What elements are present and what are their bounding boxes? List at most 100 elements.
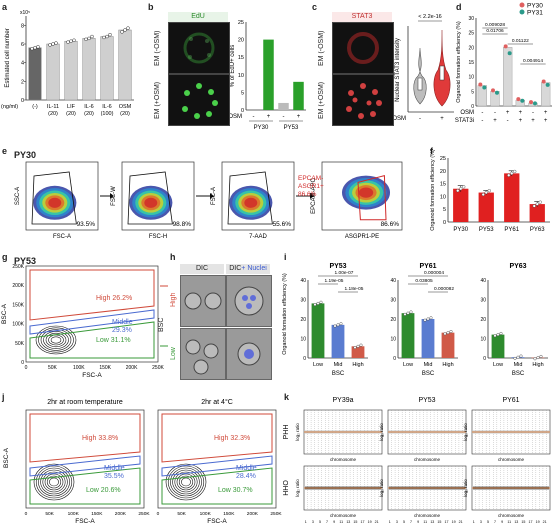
data-point: [519, 354, 523, 358]
y-tick-label: 20: [238, 38, 244, 44]
bar: [541, 82, 551, 107]
chart-title: PY61: [419, 263, 436, 270]
panel-k-cnv: PY39a PY53 PY61 PHH HHO log₂ ratio chromosome l…: [283, 397, 551, 524]
y-axis-label: Nuclear STAT3 intensity: [395, 38, 401, 102]
x-axis-label: BSC: [512, 371, 525, 377]
panel-d-label: d: [456, 2, 462, 12]
contour-line: [35, 465, 73, 499]
y-tick-label: 10: [238, 73, 244, 79]
y-axis-label: log₂ ratio: [379, 479, 384, 497]
y-tick-label: 10: [468, 75, 474, 81]
panel-g-label: g: [2, 252, 8, 262]
edu-image-minus-osm: [168, 22, 230, 74]
y-tick-label: 8: [21, 23, 24, 29]
x-tick-label: 200K: [126, 365, 138, 371]
pvalue-label: 0.004914: [523, 58, 543, 64]
x-axis-label: FSC-A: [75, 518, 95, 525]
x-tick-sublabel: (20): [120, 111, 130, 117]
gate-label-high: High 26.2%: [96, 295, 132, 302]
flow-plot-frame: [25, 409, 145, 509]
chromosome-tick: 3: [312, 520, 314, 524]
y-tick-label: 6: [21, 42, 24, 48]
gate-label-high: High 32.3%: [214, 435, 250, 442]
pvalue-label: 1.00e-07: [335, 270, 354, 276]
x-axis-label: chromosome: [498, 513, 525, 518]
y-axis-label: BSC-A: [1, 303, 8, 324]
y-axis-label: Estimated cell number: [5, 28, 11, 87]
row-label: PHH: [283, 425, 290, 440]
stat3-image-plus-osm: [332, 74, 394, 126]
panel-h-label: h: [170, 252, 176, 262]
x-tick-label: 50K: [177, 511, 186, 517]
data-point: [313, 303, 317, 307]
contour-line: [170, 467, 202, 497]
chromosome-tick: 17: [445, 520, 449, 524]
data-point: [536, 356, 540, 360]
x-tick-label: 100K: [200, 511, 212, 517]
osm-label: OSM: [230, 114, 242, 120]
contour-line: [38, 467, 70, 497]
x-tick-label: 100K: [73, 365, 85, 371]
gate-label-low: Low 31.1%: [96, 337, 131, 344]
data-point: [333, 324, 337, 328]
data-point: [319, 300, 323, 304]
data-point: [105, 34, 109, 39]
y-tick-label: 30: [468, 16, 474, 22]
data-point: [87, 36, 91, 41]
pvalue-label: 0.000004: [424, 270, 444, 276]
data-point: [339, 322, 343, 326]
dic-nuclei-column-label: DIC+ Nuclei: [226, 264, 270, 274]
gate-low: [161, 467, 273, 505]
edu-row2-label: EM (+OSM): [154, 81, 161, 119]
data-point: [493, 334, 497, 338]
panel-e-flow: FSC-A SSC-A 93.5% FSC-H FSC-W 98.8% 7-AAD FSC-A…: [15, 161, 403, 238]
bar: [528, 102, 538, 107]
panel-i-label: i: [284, 252, 287, 262]
chromosome-tick: 19: [452, 520, 456, 524]
row-label: HHO: [283, 480, 290, 496]
data-point: [51, 42, 55, 46]
y-tick-label: 4: [21, 61, 24, 67]
y-axis-label: FSC-A: [211, 187, 217, 205]
bar: [401, 313, 415, 358]
x-tick-label: High: [442, 362, 453, 368]
gate-label-middle-pct: 29.3%: [112, 327, 132, 334]
contour-line: [49, 477, 59, 487]
x-tick-label: 50K: [48, 365, 58, 371]
data-point: [538, 200, 542, 204]
x-tick-label: Mid: [514, 362, 523, 368]
edu-row1-label: EM (-OSM): [154, 30, 161, 66]
x-tick-label: PY61: [504, 227, 519, 233]
pvalue-label: 0.009028: [485, 22, 505, 28]
panel-g-sample: PY53: [14, 256, 37, 266]
flow-plot-frame: [157, 409, 277, 509]
x-tick-label: 200K: [115, 511, 127, 517]
x-tick-label: -: [419, 116, 421, 122]
group-label: PY30: [254, 125, 269, 131]
contour-line: [42, 471, 66, 493]
x-tick-label: PY63: [530, 227, 545, 233]
gate-low: [29, 321, 155, 359]
edu-channel-label: EdU: [168, 12, 228, 22]
y-tick-label: 0: [393, 356, 396, 362]
data-point: [54, 41, 58, 45]
gate-label-middle: Middle: [104, 465, 125, 472]
stat3i-sign: -: [481, 118, 483, 124]
bar: [293, 81, 304, 110]
bar: [503, 47, 513, 107]
y-axis-label: FSC-W: [111, 186, 117, 206]
x-tick-label: IL-11: [47, 104, 59, 110]
contour-line: [167, 465, 205, 499]
flow-plot-frame: [25, 265, 159, 363]
data-point: [126, 26, 130, 30]
data-point-py30: [491, 88, 495, 93]
panel-b-label: b: [148, 2, 154, 12]
density-blob: [358, 187, 374, 198]
data-point: [532, 204, 536, 208]
data-point: [449, 329, 453, 333]
dic-nuclei-image-low: [226, 328, 272, 380]
pvalue-label: 1.19e-05: [325, 278, 344, 284]
y-tick-label: 2: [21, 79, 24, 85]
panel-j-label: j: [2, 392, 5, 402]
data-point: [102, 35, 106, 40]
